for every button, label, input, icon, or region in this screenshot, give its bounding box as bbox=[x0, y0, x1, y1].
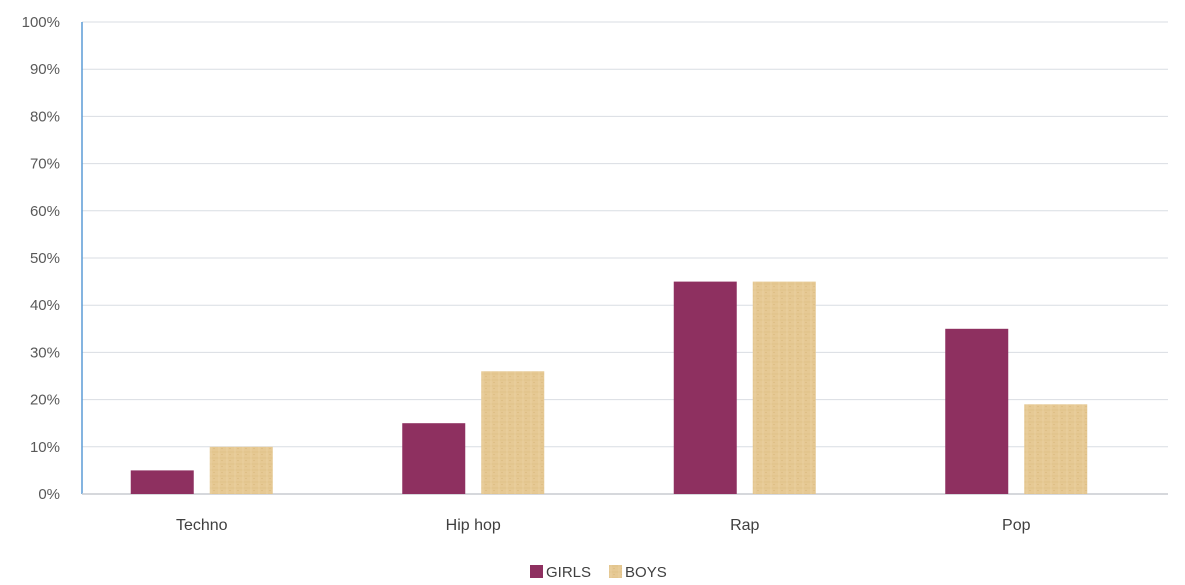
legend-swatch-boys bbox=[609, 565, 623, 578]
x-category-label: Rap bbox=[730, 517, 759, 534]
y-tick-label: 20% bbox=[30, 392, 60, 409]
y-tick-label: 40% bbox=[30, 297, 60, 314]
bar-girls-techno bbox=[130, 470, 194, 494]
y-tick-label: 60% bbox=[30, 203, 60, 220]
y-axis-tick-labels: 0% 10% 20% 30% 40% 50% 60% 70% 80% 90% 100% bbox=[22, 14, 60, 503]
y-tick-label: 70% bbox=[30, 156, 60, 173]
bar-boys-pop bbox=[1024, 404, 1088, 494]
x-axis-category-labels: Techno Hip hop Rap Pop bbox=[176, 517, 1031, 534]
legend: GIRLS BOYS bbox=[530, 564, 667, 581]
y-tick-label: 90% bbox=[30, 61, 60, 78]
y-tick-label: 10% bbox=[30, 439, 60, 456]
bar-boys-rap bbox=[752, 281, 816, 494]
bar-girls-rap bbox=[673, 281, 737, 494]
bar-boys-hip-hop bbox=[481, 371, 545, 494]
y-tick-label: 30% bbox=[30, 344, 60, 361]
bar-girls-hip-hop bbox=[402, 423, 466, 494]
legend-label-boys: BOYS bbox=[625, 564, 667, 581]
legend-swatch-girls bbox=[530, 565, 543, 578]
y-tick-label: 80% bbox=[30, 108, 60, 125]
x-category-label: Pop bbox=[1002, 517, 1031, 534]
x-category-label: Hip hop bbox=[446, 517, 501, 534]
bars bbox=[130, 281, 1088, 494]
bar-boys-techno bbox=[209, 446, 273, 494]
x-category-label: Techno bbox=[176, 517, 228, 534]
legend-label-girls: GIRLS bbox=[546, 564, 591, 581]
y-tick-label: 50% bbox=[30, 250, 60, 267]
bar-girls-pop bbox=[945, 328, 1009, 494]
y-tick-label: 0% bbox=[38, 486, 60, 503]
y-tick-label: 100% bbox=[22, 14, 60, 31]
